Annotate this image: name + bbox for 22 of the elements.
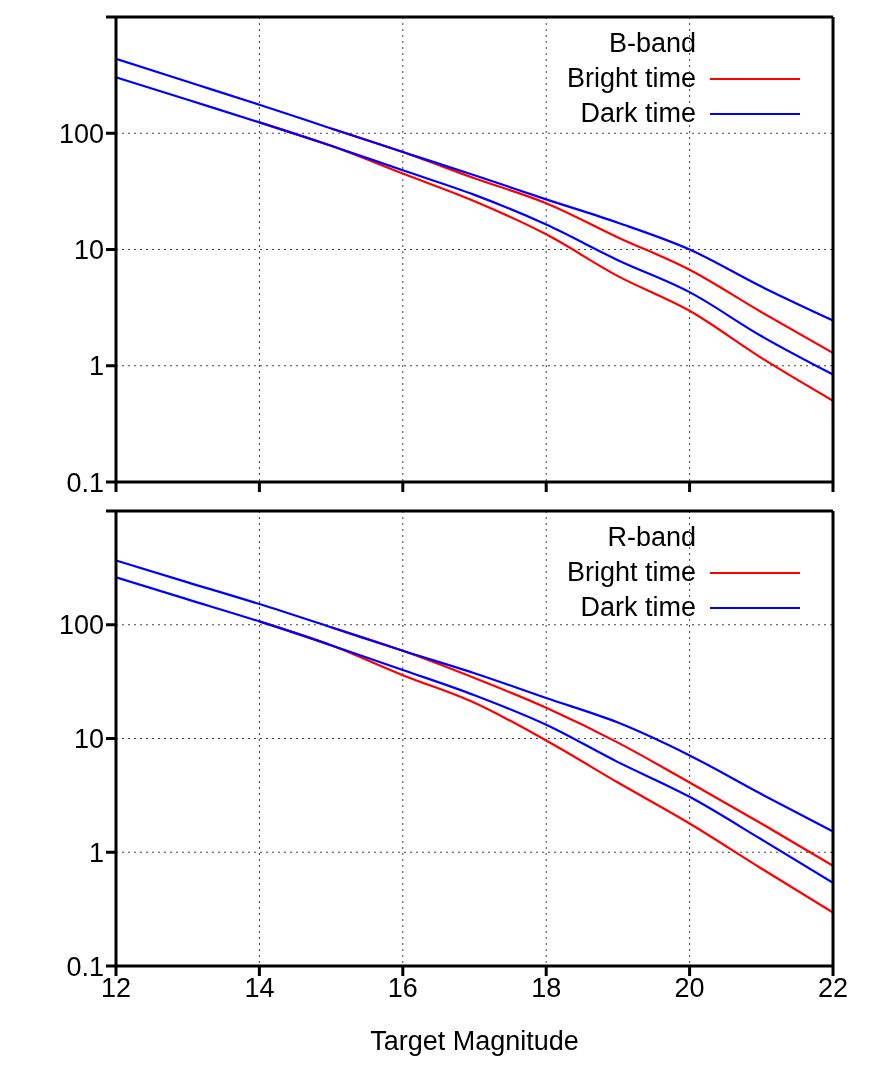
y-tick-label: 1 <box>88 351 104 382</box>
y-tick-label: 10 <box>73 724 104 755</box>
y-tick-label: 1 <box>88 837 104 868</box>
x-tick-label: 18 <box>531 973 562 1004</box>
x-tick-label: 16 <box>387 973 418 1004</box>
x-tick-label: 20 <box>674 973 705 1004</box>
x-tick-label: 14 <box>244 973 275 1004</box>
y-tick-label: 10 <box>73 235 104 266</box>
line-series <box>116 559 833 833</box>
y-tick-label: 0.1 <box>66 951 104 982</box>
x-axis-title: Target Magnitude <box>370 1026 579 1056</box>
legend-label: Bright time <box>566 62 696 95</box>
legend-title: B-band <box>607 27 697 60</box>
line-series <box>116 57 833 322</box>
legend-title: R-band <box>606 521 697 554</box>
y-tick-label: 100 <box>58 118 104 149</box>
y-tick-label: 0.1 <box>66 467 104 498</box>
legend-label: Dark time <box>580 97 696 130</box>
legend-label: Bright time <box>566 556 696 589</box>
x-tick-label: 22 <box>817 973 849 1004</box>
y-tick-label: 100 <box>58 610 104 641</box>
legend-label: Dark time <box>580 591 696 624</box>
